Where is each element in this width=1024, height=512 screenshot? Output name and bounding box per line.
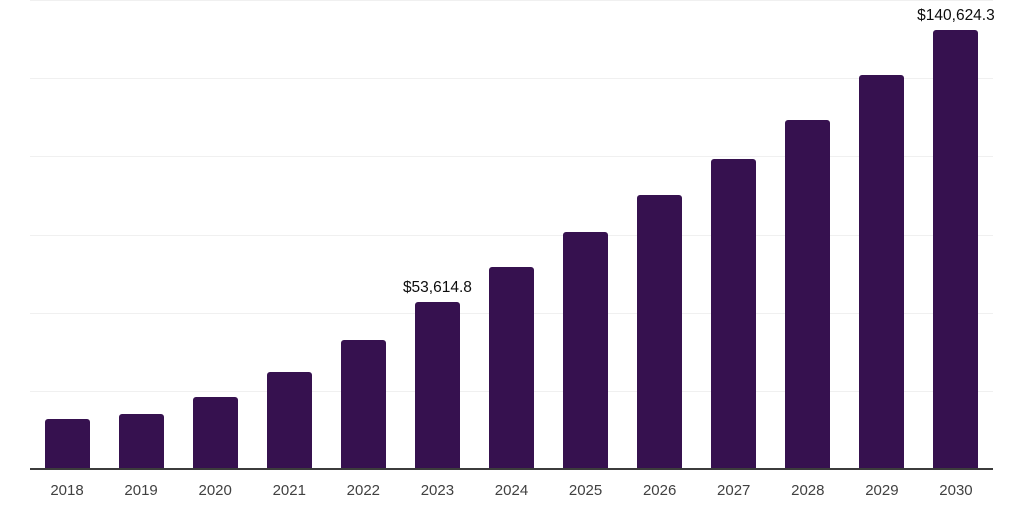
- bar-2019: [118, 414, 164, 470]
- bar-2021: [266, 371, 312, 470]
- x-tick-label-2023: 2023: [420, 482, 455, 499]
- bar-2025: [563, 231, 609, 470]
- bar-2018: [44, 419, 90, 470]
- x-tick-label-2025: 2025: [568, 482, 603, 499]
- x-tick-label-2024: 2024: [494, 482, 529, 499]
- x-tick-label-2026: 2026: [642, 482, 677, 499]
- x-tick-label-2022: 2022: [346, 482, 381, 499]
- x-axis-line: [30, 468, 993, 470]
- x-tick-label-2021: 2021: [272, 482, 306, 499]
- x-tick-label-2029: 2029: [865, 482, 899, 499]
- bar-2022: [340, 339, 386, 470]
- bar-2023: [414, 302, 460, 470]
- bar-2024: [489, 266, 534, 470]
- bar-2026: [637, 195, 683, 470]
- gridline: [30, 78, 993, 80]
- x-tick-label-2028: 2028: [791, 482, 825, 499]
- bar-2029: [859, 75, 905, 470]
- bar-value-label-2030: $140,624.3: [917, 7, 995, 25]
- x-tick-label-2020: 2020: [198, 482, 232, 499]
- plot-area: $53,614.8 $140,624.3: [30, 0, 995, 470]
- gridline: [30, 156, 993, 158]
- gridline: [30, 0, 993, 1]
- bar-2020: [192, 396, 238, 470]
- x-tick-label-2018: 2018: [50, 482, 84, 499]
- bar-2030: [933, 30, 979, 470]
- x-tick-label-2019: 2019: [124, 482, 158, 499]
- bar-2027: [711, 158, 757, 470]
- bar-value-label-2023: $53,614.8: [402, 279, 472, 297]
- x-tick-label-2030: 2030: [939, 482, 973, 499]
- bar-2028: [785, 119, 831, 470]
- x-tick-label-2027: 2027: [717, 482, 751, 499]
- x-axis: 2018 2019 2020 2021 2022 2023 2024 2025 2026 2027…: [30, 481, 993, 503]
- gridline: [30, 234, 993, 236]
